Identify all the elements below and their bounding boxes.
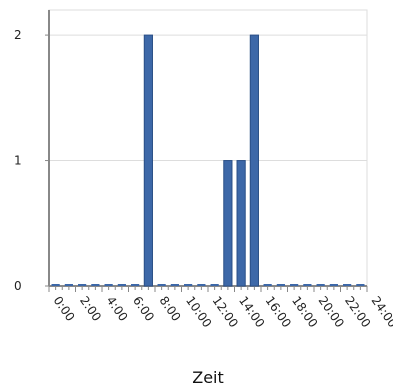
x-tick-label: 6:00 [130,294,157,324]
grid-lines [48,9,368,287]
bar-7:00 [143,34,153,287]
x-tick-labels: 0:00 2:00 4:00 6:00 8:00 10:0012:0014:0016:00… [51,294,393,330]
plot-frame [48,9,368,287]
y-tick-label: 1 [14,154,22,168]
x-tick-label: 12:00 [210,294,241,330]
x-tick-label: 24:00 [369,294,393,330]
x-axis-label: Zeit [192,368,224,387]
y-tick-labels: 0 1 2 [14,28,22,293]
x-tick-label: 18:00 [289,294,320,330]
axes [45,10,368,292]
x-tick-label: 10:00 [183,294,214,330]
bar-13:00 [223,160,233,287]
y-tick-label: 2 [14,28,22,42]
y-tick-label: 0 [14,279,22,293]
x-tick-label: 8:00 [157,294,184,324]
x-tick-label: 22:00 [342,294,373,330]
x-tick-label: 14:00 [236,294,267,330]
x-tick-label: 4:00 [104,294,131,324]
bar-14:00 [236,160,246,287]
x-tick-label: 2:00 [77,294,104,324]
x-tick-label: 0:00 [51,294,78,324]
bars [51,34,365,287]
x-tick-label: 16:00 [263,294,294,330]
bar-15:00 [249,34,259,287]
x-tick-label: 20:00 [316,294,347,330]
